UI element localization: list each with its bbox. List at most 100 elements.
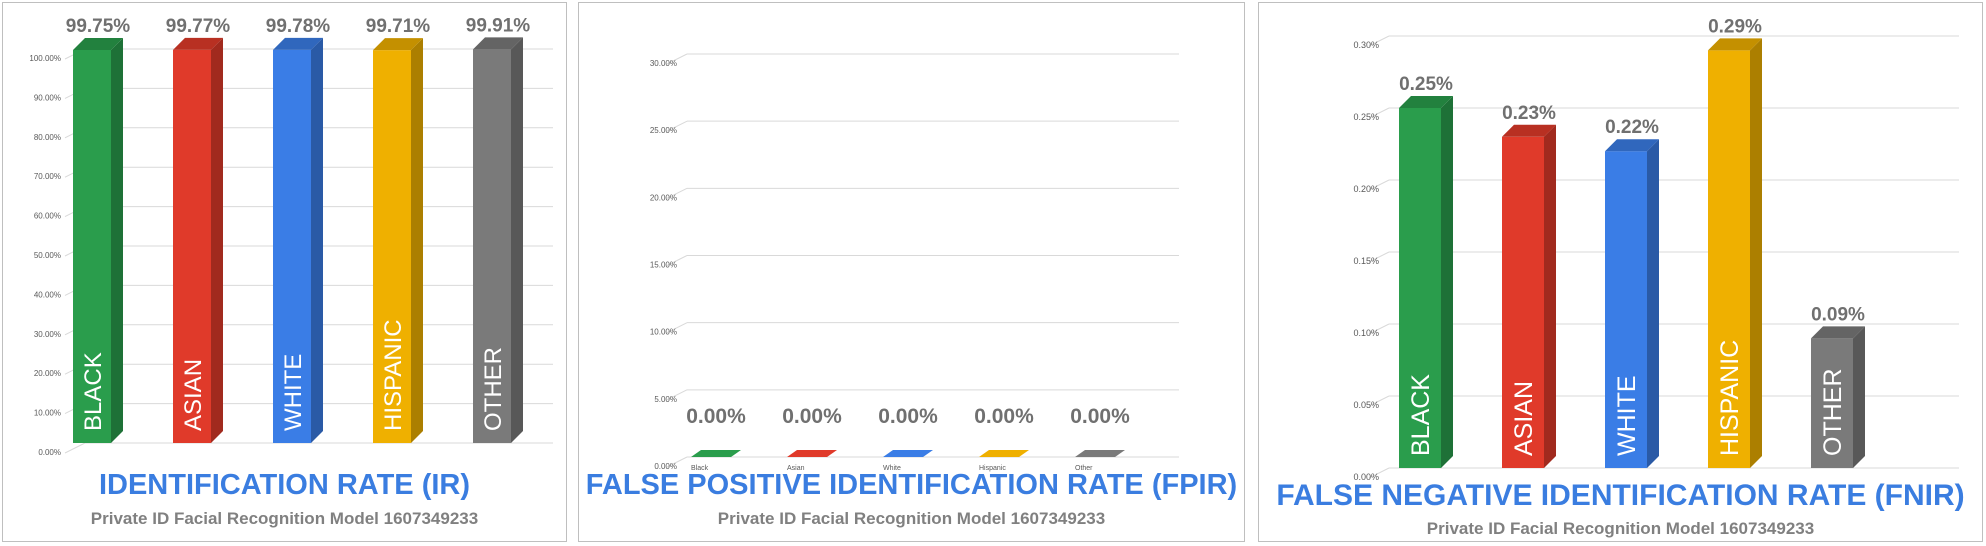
y-tick-label: 50.00% [34, 251, 61, 260]
category-label: OTHER [480, 347, 507, 431]
bar-black [691, 450, 741, 457]
y-tick-label: 70.00% [34, 172, 61, 181]
bar-value-label: 0.00% [974, 405, 1034, 428]
bar-value-label: 0.09% [1811, 304, 1865, 325]
y-tick-label: 0.00% [654, 462, 677, 471]
ir-chart-subtitle: Private ID Facial Recognition Model 1607… [90, 509, 479, 528]
category-label: Other [1075, 465, 1093, 472]
fnir-chart: 0.00% 0.05% 0.10% 0.15% 0.20% 0.25% 0.30% 0.25%… [1353, 16, 1959, 482]
bars [691, 450, 1125, 457]
bar-front [1399, 108, 1441, 468]
gridline-diag [1368, 107, 1390, 119]
y-tick-label: 25.00% [650, 126, 677, 135]
category-label: HISPANIC [1716, 340, 1744, 456]
bar-other [473, 37, 523, 443]
y-axis-ticks: 0.00% 10.00% 20.00% 30.00% 40.00% 50.00% 60.00… [29, 54, 61, 457]
y-tick-label: 0.25% [1353, 112, 1379, 122]
gridline-diag [64, 442, 86, 454]
bar-white [273, 37, 323, 444]
fpir-chart-title: FALSE POSITIVE IDENTIFICATION RATE (FPIR… [585, 469, 1238, 501]
bar-other [1075, 450, 1125, 457]
gridline-diag [1368, 395, 1390, 407]
bar-top [1075, 450, 1125, 457]
bar-value-label: 0.00% [782, 405, 842, 428]
gridline-diag [1368, 179, 1390, 191]
bar-asian [1502, 124, 1556, 469]
bar-side [1647, 139, 1659, 468]
y-tick-label: 30.00% [34, 330, 61, 339]
bar-value-label: 0.22% [1605, 117, 1659, 138]
category-label: ASIAN [1510, 381, 1538, 456]
bar-top [787, 450, 837, 457]
bar-front [1502, 136, 1544, 469]
bar-hispanic [979, 450, 1029, 457]
gridline-diag [666, 322, 688, 334]
bar-top [473, 37, 523, 50]
gridline-diag [666, 456, 688, 468]
y-tick-label: 100.00% [29, 54, 61, 63]
bar-side [511, 37, 523, 443]
bar-value-label: 0.00% [1070, 405, 1130, 428]
ir-chart-title: IDENTIFICATION RATE (IR) [98, 469, 471, 501]
bar-value-label: 0.00% [686, 405, 746, 428]
fnir-chart-title: FALSE NEGATIVE IDENTIFICATION RATE (FNIR… [1276, 479, 1965, 512]
bars [73, 37, 523, 444]
fpir-chart: 0.00% 5.00% 10.00% 15.00% 20.00% 25.00% 30.00%… [650, 53, 1179, 472]
y-tick-label: 90.00% [34, 93, 61, 102]
y-tick-label: 80.00% [34, 133, 61, 142]
fnir-chart-panel: 0.00% 0.05% 0.10% 0.15% 0.20% 0.25% 0.30% 0.25%… [1258, 2, 1983, 542]
gridline-diag [666, 255, 688, 266]
category-label: HISPANIC [380, 319, 407, 431]
gridlines [1368, 35, 1959, 479]
bar-white [1605, 139, 1659, 468]
bar-value-label: 99.78% [266, 16, 331, 37]
bar-front [473, 49, 511, 443]
y-tick-label: 20.00% [34, 369, 61, 378]
bar-top [373, 38, 423, 51]
bars [1399, 38, 1865, 469]
bar-value-label: 0.29% [1708, 16, 1762, 37]
category-label: Black [691, 465, 709, 472]
bar-front [1605, 151, 1647, 468]
bar-top [273, 37, 323, 50]
bar-side [111, 37, 123, 444]
y-tick-label: 0.00% [1353, 472, 1379, 482]
bar-top [883, 450, 933, 457]
bar-top [979, 450, 1029, 457]
bar-side [211, 37, 223, 444]
y-tick-label: 15.00% [650, 261, 677, 270]
bar-value-label: 0.00% [878, 405, 938, 428]
gridline-diag [666, 187, 688, 199]
bar-front [173, 49, 211, 444]
y-tick-label: 60.00% [34, 212, 61, 221]
bar-hispanic [1708, 38, 1762, 469]
bar-value-label: 99.75% [66, 16, 131, 37]
y-tick-label: 0.15% [1353, 256, 1379, 266]
category-label: WHITE [280, 354, 307, 431]
bar-black [73, 37, 123, 444]
y-tick-label: 20.00% [650, 193, 677, 202]
ir-chart: 0.00% 10.00% 20.00% 30.00% 40.00% 50.00% 60.00… [29, 15, 553, 457]
bar-value-label: 99.71% [366, 16, 431, 37]
bar-value-label: 0.25% [1399, 74, 1453, 95]
gridline-diag [666, 120, 688, 132]
y-tick-label: 10.00% [650, 328, 677, 337]
bar-top [691, 450, 741, 457]
bar-white [883, 450, 933, 457]
category-label: BLACK [80, 352, 107, 431]
y-axis-ticks: 0.00% 5.00% 10.00% 15.00% 20.00% 25.00% 30.00% [650, 59, 677, 471]
y-tick-label: 0.05% [1353, 400, 1379, 410]
bar-top [1399, 96, 1453, 108]
y-tick-label: 0.20% [1353, 184, 1379, 194]
bar-side [411, 38, 423, 443]
bar-asian [787, 450, 837, 457]
bar-top [73, 37, 123, 50]
bar-other [1811, 326, 1865, 468]
bar-side [1750, 38, 1762, 469]
ir-chart-panel: 0.00% 10.00% 20.00% 30.00% 40.00% 50.00% 60.00… [2, 2, 567, 542]
gridline-diag [666, 53, 688, 65]
bar-top [1605, 139, 1659, 152]
category-label: OTHER [1819, 369, 1847, 457]
y-tick-label: 10.00% [34, 409, 61, 418]
bar-asian [173, 37, 223, 444]
